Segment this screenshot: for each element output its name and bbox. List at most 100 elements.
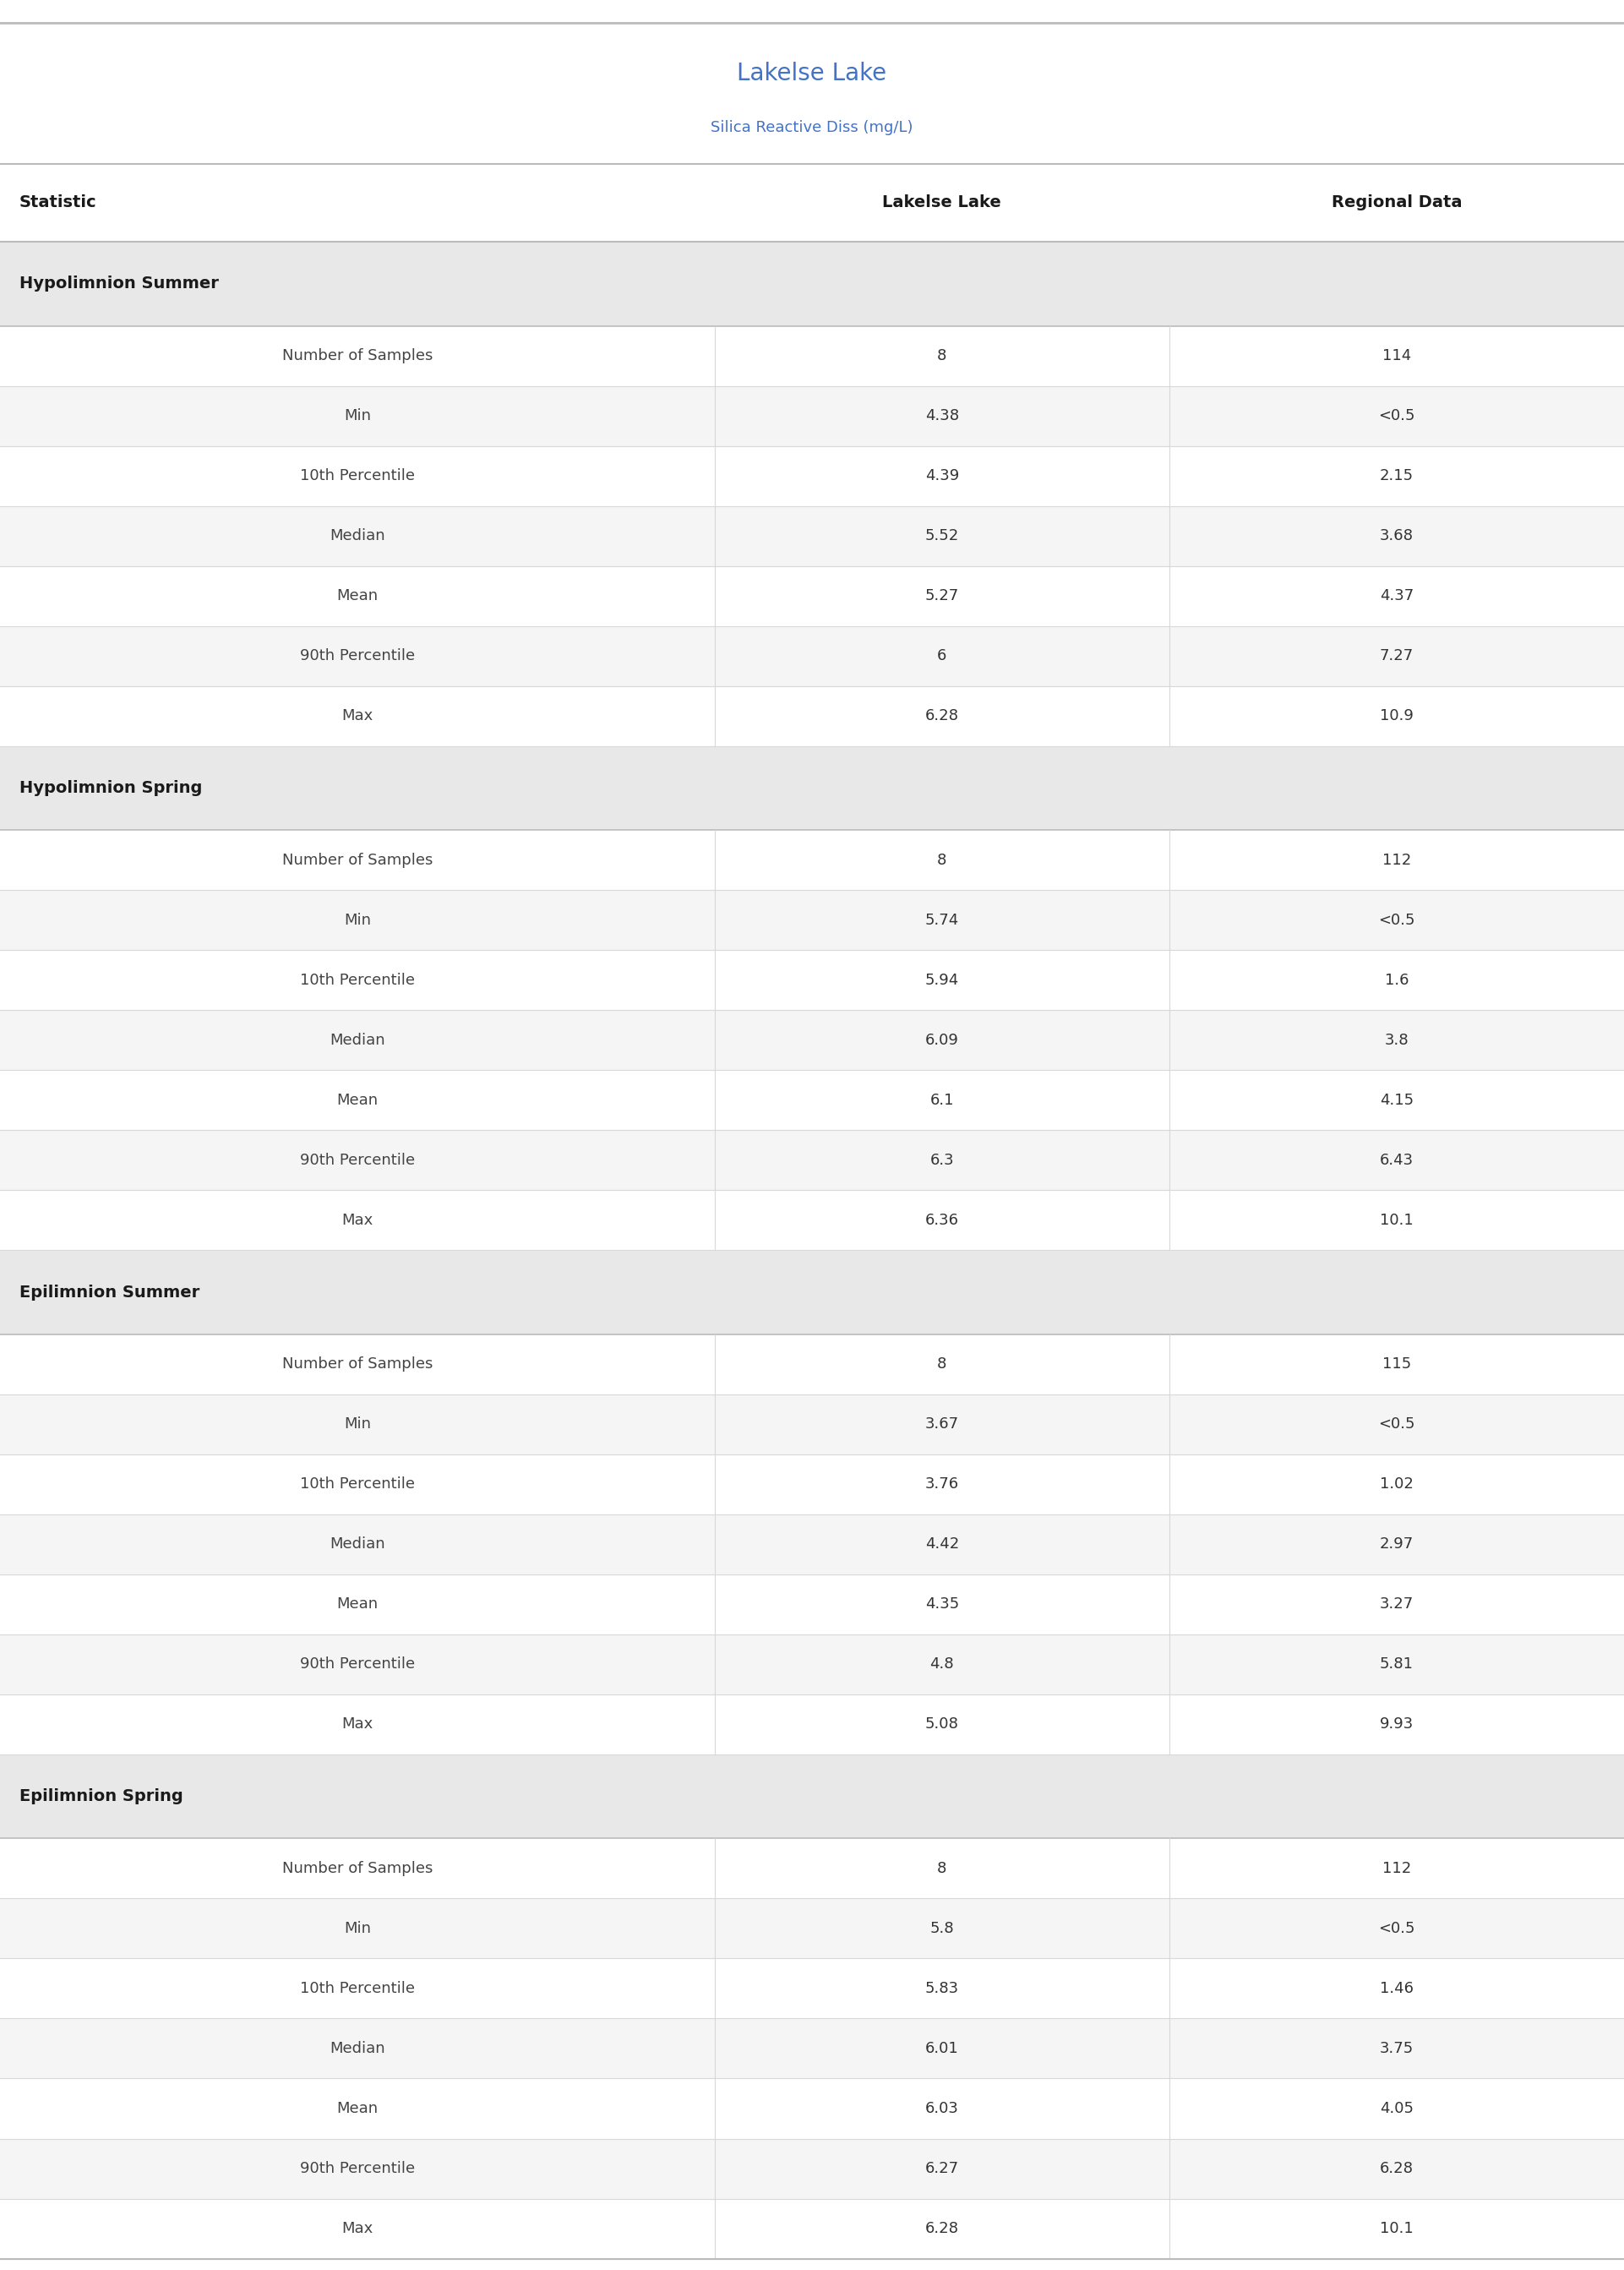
- Text: Mean: Mean: [336, 588, 378, 604]
- Text: Max: Max: [341, 1212, 374, 1228]
- Bar: [0, 1839, 1624, 1898]
- Text: Median: Median: [330, 1537, 385, 1553]
- Text: 6.28: 6.28: [1380, 2161, 1413, 2177]
- Text: 8: 8: [937, 1861, 947, 1875]
- Text: <0.5: <0.5: [1379, 1416, 1415, 1432]
- Text: Min: Min: [344, 1920, 370, 1936]
- Text: 10.9: 10.9: [1380, 708, 1413, 724]
- Text: 6.03: 6.03: [926, 2102, 958, 2116]
- Text: 3.75: 3.75: [1380, 2041, 1413, 2057]
- Text: Lakelse Lake: Lakelse Lake: [737, 61, 887, 86]
- Text: <0.5: <0.5: [1379, 913, 1415, 928]
- Text: 4.37: 4.37: [1380, 588, 1413, 604]
- Bar: [0, 445, 1624, 506]
- Text: 90th Percentile: 90th Percentile: [300, 2161, 414, 2177]
- Text: 115: 115: [1382, 1357, 1411, 1371]
- Text: Hypolimnion Summer: Hypolimnion Summer: [19, 277, 219, 293]
- Bar: [0, 1514, 1624, 1575]
- Text: Median: Median: [330, 1033, 385, 1049]
- Text: 3.76: 3.76: [926, 1478, 958, 1491]
- Bar: [0, 1634, 1624, 1693]
- Bar: [0, 2138, 1624, 2200]
- Bar: [0, 1335, 1624, 1394]
- Bar: [0, 2200, 1624, 2259]
- Text: 4.05: 4.05: [1380, 2102, 1413, 2116]
- Bar: [0, 1251, 1624, 1335]
- Text: Number of Samples: Number of Samples: [283, 347, 432, 363]
- Bar: [0, 1069, 1624, 1130]
- Bar: [0, 565, 1624, 627]
- Text: 3.67: 3.67: [926, 1416, 958, 1432]
- Text: 6.1: 6.1: [931, 1092, 953, 1108]
- Bar: [0, 1394, 1624, 1455]
- Text: Mean: Mean: [336, 2102, 378, 2116]
- Text: 6.28: 6.28: [926, 708, 958, 724]
- Text: Statistic: Statistic: [19, 195, 97, 211]
- Text: 10.1: 10.1: [1380, 2220, 1413, 2236]
- Bar: [0, 1189, 1624, 1251]
- Text: 4.38: 4.38: [926, 409, 958, 424]
- Bar: [0, 1959, 1624, 2018]
- Text: 6.09: 6.09: [926, 1033, 958, 1049]
- Text: 90th Percentile: 90th Percentile: [300, 1153, 414, 1167]
- Text: 6.43: 6.43: [1380, 1153, 1413, 1167]
- Text: 8: 8: [937, 347, 947, 363]
- Text: 10th Percentile: 10th Percentile: [300, 1478, 414, 1491]
- Text: 7.27: 7.27: [1380, 649, 1413, 663]
- Bar: [0, 1455, 1624, 1514]
- Text: 5.81: 5.81: [1380, 1657, 1413, 1673]
- Text: Number of Samples: Number of Samples: [283, 854, 432, 867]
- Text: 4.42: 4.42: [926, 1537, 958, 1553]
- Text: 9.93: 9.93: [1380, 1716, 1413, 1732]
- Text: Regional Data: Regional Data: [1332, 195, 1462, 211]
- Text: 4.8: 4.8: [931, 1657, 953, 1673]
- Bar: [0, 2018, 1624, 2079]
- Bar: [0, 243, 1624, 327]
- Text: Min: Min: [344, 409, 370, 424]
- Text: Max: Max: [341, 708, 374, 724]
- Text: 1.02: 1.02: [1380, 1478, 1413, 1491]
- Bar: [0, 627, 1624, 686]
- Text: 6.27: 6.27: [926, 2161, 958, 2177]
- Text: Epilimnion Spring: Epilimnion Spring: [19, 1789, 184, 1805]
- Text: 3.8: 3.8: [1385, 1033, 1408, 1049]
- Bar: [0, 951, 1624, 1010]
- Bar: [0, 686, 1624, 747]
- Bar: [0, 163, 1624, 243]
- Text: Hypolimnion Spring: Hypolimnion Spring: [19, 781, 203, 797]
- Bar: [0, 1755, 1624, 1839]
- Bar: [0, 506, 1624, 565]
- Text: 6.01: 6.01: [926, 2041, 958, 2057]
- Text: 112: 112: [1382, 1861, 1411, 1875]
- Text: 8: 8: [937, 1357, 947, 1371]
- Text: Number of Samples: Number of Samples: [283, 1861, 432, 1875]
- Text: 5.83: 5.83: [926, 1982, 958, 1995]
- Text: 1.46: 1.46: [1380, 1982, 1413, 1995]
- Text: Max: Max: [341, 2220, 374, 2236]
- Text: 8: 8: [937, 854, 947, 867]
- Text: 90th Percentile: 90th Percentile: [300, 649, 414, 663]
- Text: 5.74: 5.74: [926, 913, 958, 928]
- Text: 4.39: 4.39: [926, 468, 958, 484]
- Bar: [0, 2079, 1624, 2138]
- Text: <0.5: <0.5: [1379, 1920, 1415, 1936]
- Text: 4.15: 4.15: [1380, 1092, 1413, 1108]
- Bar: [0, 1693, 1624, 1755]
- Bar: [0, 1575, 1624, 1634]
- Text: Number of Samples: Number of Samples: [283, 1357, 432, 1371]
- Bar: [0, 831, 1624, 890]
- Text: 112: 112: [1382, 854, 1411, 867]
- Text: 90th Percentile: 90th Percentile: [300, 1657, 414, 1673]
- Text: 2.15: 2.15: [1380, 468, 1413, 484]
- Text: Mean: Mean: [336, 1596, 378, 1612]
- Text: 6.28: 6.28: [926, 2220, 958, 2236]
- Bar: [0, 18, 1624, 163]
- Text: 6.36: 6.36: [926, 1212, 958, 1228]
- Text: Silica Reactive Diss (mg/L): Silica Reactive Diss (mg/L): [711, 120, 913, 134]
- Text: 10.1: 10.1: [1380, 1212, 1413, 1228]
- Text: Min: Min: [344, 913, 370, 928]
- Text: 4.35: 4.35: [926, 1596, 958, 1612]
- Text: 3.27: 3.27: [1380, 1596, 1413, 1612]
- Text: Min: Min: [344, 1416, 370, 1432]
- Bar: [0, 890, 1624, 951]
